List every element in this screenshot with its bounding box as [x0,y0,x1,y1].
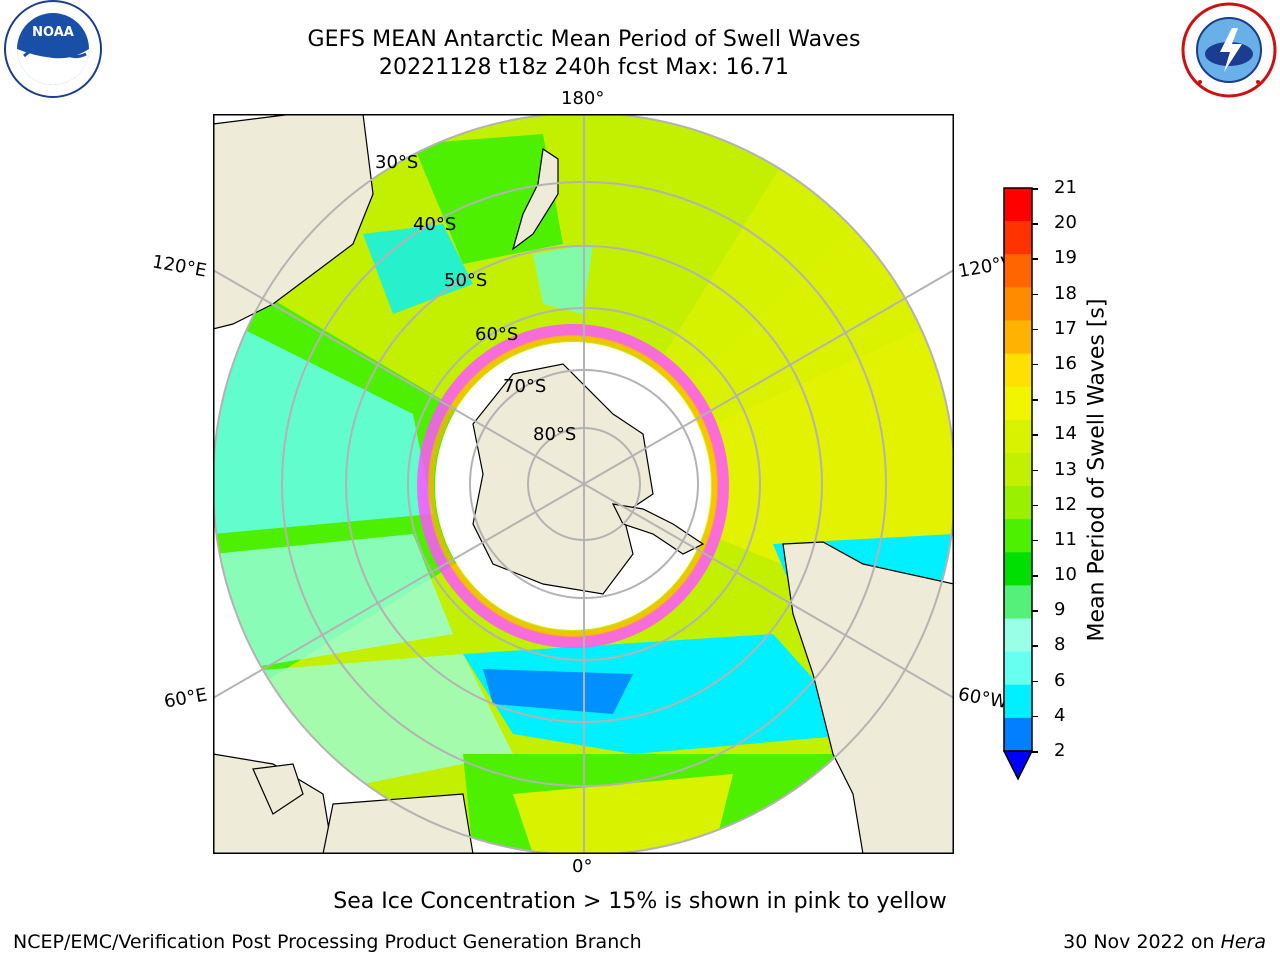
lat-label-80s: 80°S [533,424,576,445]
colorbar-tick-mark [1032,293,1038,296]
lat-label-60s: 60°S [475,324,518,345]
colorbar-tick-mark [1032,434,1038,436]
lon-label-120e: 120°E [150,251,209,282]
south-america-land [782,541,954,854]
lat-label-30s: 30°S [375,152,418,173]
footer-machine: Hera [1220,931,1266,953]
antarctica-land [472,363,654,595]
colorbar-tick-label: 9 [1054,599,1066,621]
colorbar-swatch [1004,552,1032,586]
colorbar [1000,186,1160,786]
colorbar-tick-mark [1032,680,1038,683]
footer-credit: NCEP/EMC/Verification Post Processing Pr… [13,931,642,953]
polar-map: 30°S 40°S 50°S 60°S 70°S 80°S [213,114,954,854]
colorbar-tick-label: 4 [1054,704,1066,726]
sea-ice-note: Sea Ice Concentration > 15% is shown in … [333,889,947,914]
colorbar-swatch [1004,684,1032,719]
colorbar-tick-mark [1032,751,1038,753]
meridian-lines [213,114,954,854]
colorbar-tick-label: 13 [1054,458,1077,480]
colorbar-tick-mark [1032,575,1038,577]
colorbar-tick-mark [1032,469,1038,471]
colorbar-swatch [1004,254,1032,288]
colorbar-tick-mark [1032,328,1038,331]
colorbar-tick-label: 15 [1054,388,1077,410]
colorbar-swatch [1004,353,1032,388]
colorbar-tick-label: 19 [1054,247,1077,269]
footer-date: 30 Nov 2022 on Hera [1063,931,1266,953]
noaa-logo-icon: NOAA [2,0,104,100]
colorbar-tick-label: 6 [1054,669,1066,691]
colorbar-tick-mark [1032,363,1038,366]
lat-label-40s: 40°S [413,214,456,235]
colorbar-swatch [1004,585,1032,620]
colorbar-swatches [1002,187,1034,781]
colorbar-tick-mark [1032,223,1038,225]
south-africa-land [322,793,474,854]
colorbar-swatch [1004,486,1032,520]
colorbar-tick-label: 12 [1054,493,1077,515]
lon-label-60e: 60°E [162,684,209,713]
antarctic-peninsula [611,503,705,555]
colorbar-tick-label: 2 [1054,740,1066,761]
colorbar-tick-mark [1032,715,1038,718]
colorbar-tick-label: 11 [1054,528,1077,550]
colorbar-swatch [1004,188,1032,222]
map-title: GEFS MEAN Antarctic Mean Period of Swell… [307,27,861,52]
colorbar-swatch [1004,419,1032,454]
colorbar-extension [1002,750,1034,781]
australia-land [213,114,374,330]
colorbar-tick-label: 8 [1054,634,1066,656]
colorbar-tick-mark [1032,188,1038,190]
colorbar-tick-mark [1032,258,1038,260]
colorbar-swatch [1004,618,1032,653]
colorbar-tick-mark [1032,539,1038,542]
map-subtitle: 20221128 t18z 240h fcst Max: 16.71 [378,55,790,80]
colorbar-swatch [1004,386,1032,421]
colorbar-swatch [1004,452,1032,487]
map-border [213,114,954,854]
colorbar-tick-label: 21 [1054,177,1077,198]
colorbar-tick-mark [1032,399,1038,401]
colorbar-swatch [1004,519,1032,553]
colorbar-tick-label: 10 [1054,564,1077,586]
colorbar-tick-label: 20 [1054,212,1077,234]
colorbar-swatch [1004,221,1032,255]
new-zealand-land [511,147,559,251]
colorbar-tick-label: 18 [1054,282,1077,304]
colorbar-title: Mean Period of Swell Waves [s] [1084,298,1110,642]
lat-label-70s: 70°S [503,376,546,397]
lat-label-50s: 50°S [444,270,487,291]
footer-date-text: 30 Nov 2022 on [1063,931,1221,953]
lon-label-180: 180° [561,88,605,109]
noaa-logo-text: NOAA [32,25,74,40]
colorbar-tick-label: 14 [1054,423,1077,445]
colorbar-tick-mark [1032,504,1038,507]
madagascar-land [252,763,304,815]
colorbar-tick-mark [1032,645,1038,647]
colorbar-tick-label: 16 [1054,352,1077,374]
colorbar-tick-label: 17 [1054,317,1077,339]
nws-logo-icon [1180,2,1278,98]
lon-label-0: 0° [572,856,593,877]
colorbar-tick-mark [1032,610,1038,612]
colorbar-swatch [1004,287,1032,321]
colorbar-swatch [1004,320,1032,355]
colorbar-swatch [1004,651,1032,686]
colorbar-swatch [1004,717,1032,752]
map-canvas: 30°S 40°S 50°S 60°S 70°S 80°S [213,114,954,854]
